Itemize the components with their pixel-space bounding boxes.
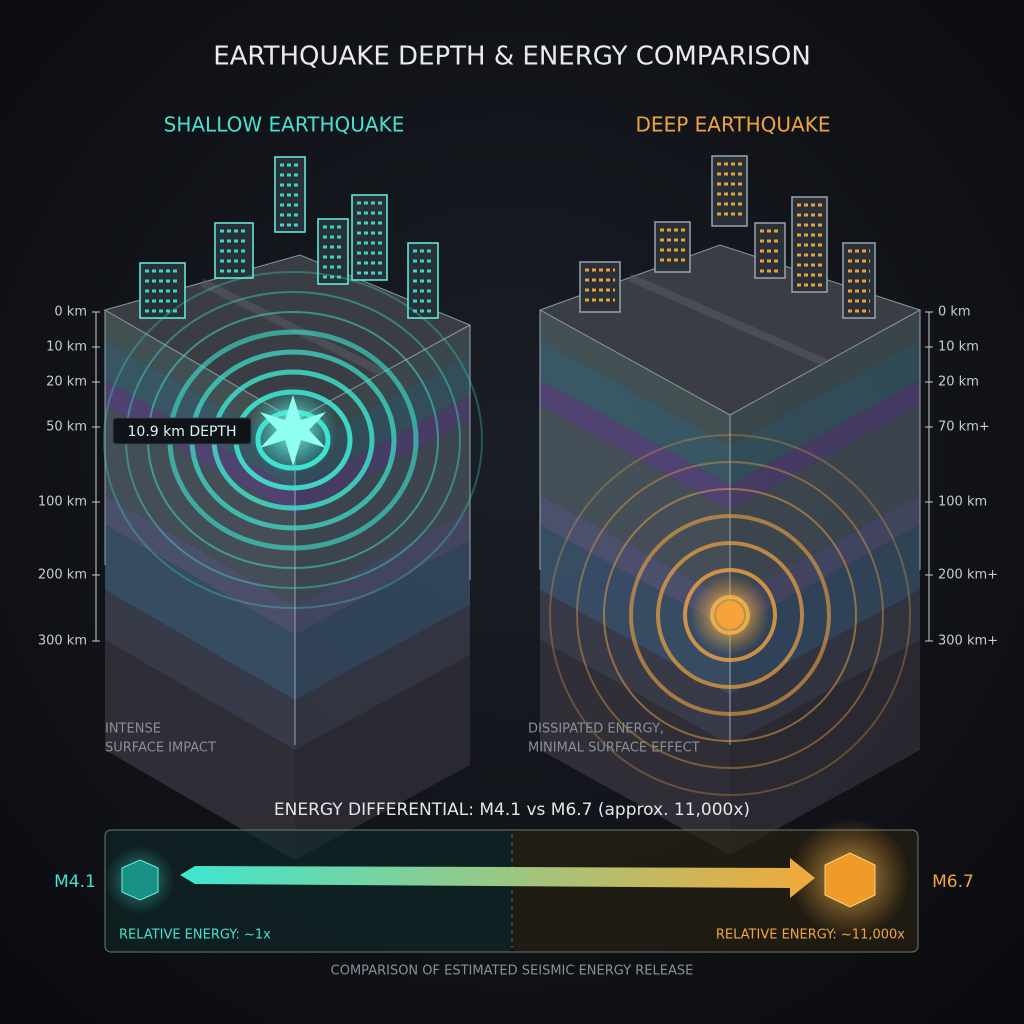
building xyxy=(317,218,349,285)
layer xyxy=(105,640,295,860)
layer xyxy=(105,340,295,490)
layer xyxy=(540,525,730,695)
depth-label: 10 km xyxy=(938,340,979,355)
depth-label: 300 km xyxy=(38,634,87,649)
wave xyxy=(576,461,884,769)
energy-title: ENERGY DIFFERENTIAL: M4.1 vs M6.7 (appro… xyxy=(274,800,750,820)
depth-label: 0 km xyxy=(54,305,87,320)
epicenter xyxy=(716,601,744,629)
road xyxy=(200,278,385,377)
callout: 10.9 km DEPTH xyxy=(128,424,237,440)
panel-border xyxy=(104,829,919,953)
depth-label: 100 km xyxy=(938,495,987,510)
depth-label: 10 km xyxy=(46,340,87,355)
layer xyxy=(295,510,470,635)
magnitude-label: M6.7 xyxy=(932,872,974,892)
wave xyxy=(656,541,804,689)
layer xyxy=(540,310,730,445)
layer xyxy=(730,310,920,445)
layer xyxy=(105,405,295,605)
layer xyxy=(730,405,920,600)
layer xyxy=(105,380,295,515)
layer xyxy=(540,590,730,745)
road xyxy=(628,273,827,367)
depth-label: 200 km xyxy=(38,568,87,583)
layer xyxy=(295,395,470,515)
panel-left xyxy=(105,830,512,952)
depth-label: 0 km xyxy=(938,305,971,320)
energy-label: RELATIVE ENERGY: ~11,000x xyxy=(716,928,905,943)
footer: COMPARISON OF ESTIMATED SEISMIC ENERGY R… xyxy=(331,964,694,979)
caption: MINIMAL SURFACE EFFECT xyxy=(528,741,700,756)
layer xyxy=(730,525,920,695)
layer xyxy=(105,525,295,700)
layer xyxy=(295,540,470,700)
layer xyxy=(295,605,470,750)
depth-label: 20 km xyxy=(938,375,979,390)
arrow xyxy=(180,858,815,898)
layer xyxy=(730,495,920,630)
epicenter xyxy=(260,395,326,466)
layer xyxy=(105,590,295,750)
building xyxy=(351,194,388,281)
wave xyxy=(549,434,911,796)
callout-box xyxy=(112,417,252,445)
wave xyxy=(683,568,777,662)
caption: SURFACE IMPACT xyxy=(105,741,216,756)
cube xyxy=(824,852,876,908)
layer xyxy=(105,495,295,635)
magnitude-label: M4.1 xyxy=(54,872,96,892)
panel-title: DEEP EARTHQUAKE xyxy=(636,113,831,137)
energy-label: RELATIVE ENERGY: ~1x xyxy=(119,928,271,943)
caption: DISSIPATED ENERGY, xyxy=(528,722,664,737)
layer xyxy=(295,655,470,860)
cube xyxy=(121,859,159,901)
layer xyxy=(540,405,730,600)
layer xyxy=(730,380,920,510)
depth-label: 20 km xyxy=(46,375,87,390)
wave xyxy=(603,488,857,742)
depth-label: 300 km+ xyxy=(938,634,998,649)
panel-title: SHALLOW EARTHQUAKE xyxy=(164,113,405,137)
depth-label: 200 km+ xyxy=(938,568,998,583)
wave xyxy=(103,271,483,609)
layer xyxy=(730,640,920,855)
layer xyxy=(295,325,470,450)
title: EARTHQUAKE DEPTH & ENERGY COMPARISON xyxy=(213,42,811,72)
layer xyxy=(540,640,730,855)
depth-label: 50 km xyxy=(46,420,87,435)
wave xyxy=(629,514,831,716)
layer xyxy=(540,380,730,510)
layer xyxy=(540,340,730,485)
caption: INTENSE xyxy=(105,722,161,737)
layer xyxy=(730,590,920,745)
depth-label: 100 km xyxy=(38,495,87,510)
layer xyxy=(540,495,730,630)
layer xyxy=(730,340,920,485)
layer xyxy=(105,310,295,450)
depth-label: 70 km+ xyxy=(938,420,990,435)
